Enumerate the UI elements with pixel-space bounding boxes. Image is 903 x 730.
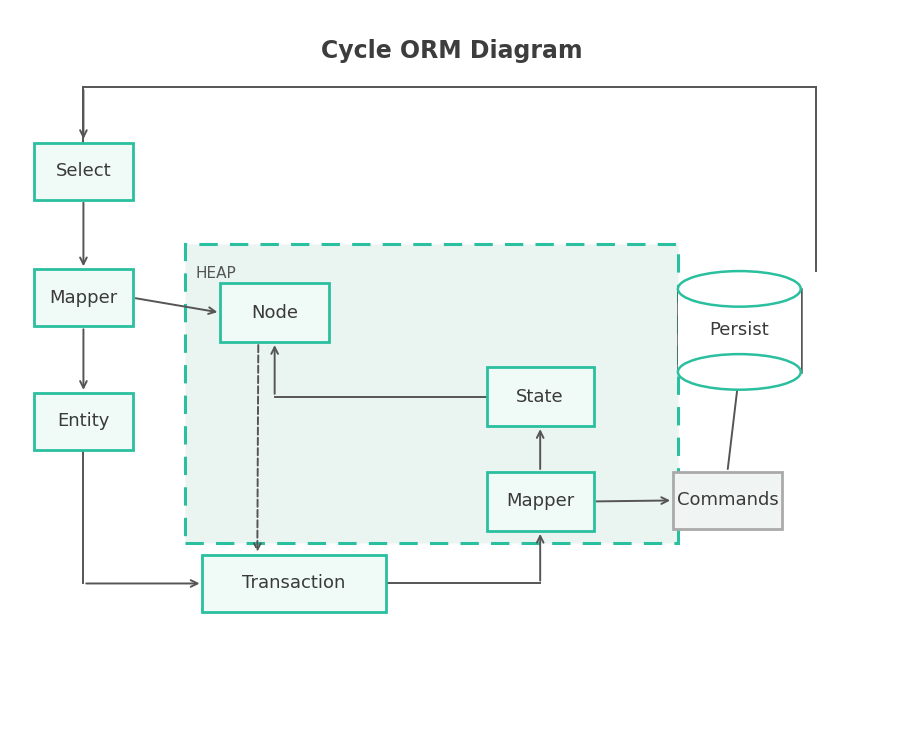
FancyBboxPatch shape (33, 269, 133, 326)
Text: State: State (516, 388, 563, 406)
FancyBboxPatch shape (185, 245, 677, 543)
Text: Select: Select (56, 162, 111, 180)
FancyBboxPatch shape (220, 283, 329, 342)
FancyBboxPatch shape (486, 367, 593, 426)
Text: Commands: Commands (675, 491, 777, 510)
Ellipse shape (677, 271, 800, 307)
FancyBboxPatch shape (677, 289, 800, 372)
FancyBboxPatch shape (486, 472, 593, 531)
Text: Mapper: Mapper (50, 289, 117, 307)
Text: Cycle ORM Diagram: Cycle ORM Diagram (321, 39, 582, 63)
FancyBboxPatch shape (33, 393, 133, 450)
FancyBboxPatch shape (202, 555, 386, 612)
Text: Entity: Entity (57, 412, 109, 431)
Text: Transaction: Transaction (242, 575, 345, 593)
FancyBboxPatch shape (33, 142, 133, 200)
Text: Persist: Persist (709, 321, 768, 339)
Text: Node: Node (251, 304, 298, 322)
Ellipse shape (677, 354, 800, 390)
FancyBboxPatch shape (672, 472, 781, 529)
Text: Mapper: Mapper (506, 493, 573, 510)
Text: HEAP: HEAP (195, 266, 236, 281)
